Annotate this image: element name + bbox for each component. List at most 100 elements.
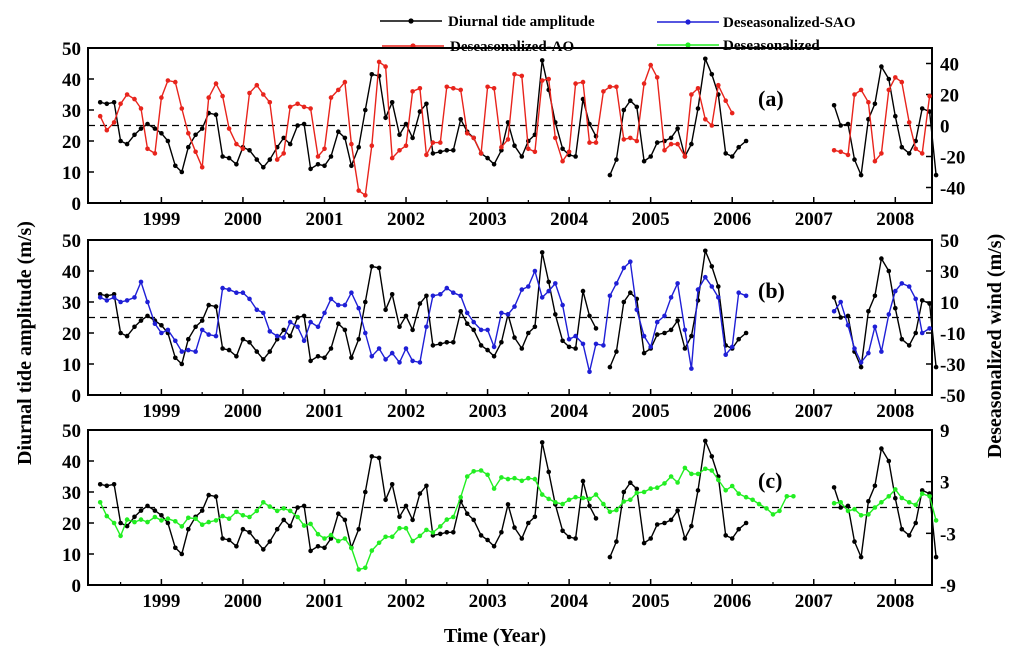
series-line [609, 56, 747, 176]
data-point [628, 497, 633, 503]
x-tick-label: 2004 [550, 209, 589, 230]
data-point [315, 162, 321, 167]
data-point [485, 155, 490, 161]
data-point [580, 79, 586, 85]
data-point [186, 347, 191, 353]
legend: Diurnal tide amplitudeDeseasonalized-AOD… [380, 14, 856, 55]
data-point [505, 137, 511, 142]
data-point [295, 514, 300, 520]
data-point [491, 544, 497, 549]
data-point [607, 293, 613, 299]
data-point [397, 525, 402, 531]
data-point [927, 494, 932, 499]
data-point [919, 491, 925, 497]
data-point [641, 489, 647, 495]
left-tick-label: 40 [62, 70, 81, 91]
data-point [614, 84, 619, 90]
data-point [104, 101, 110, 107]
data-point [743, 520, 749, 526]
data-point [295, 101, 300, 107]
data-point [206, 95, 211, 100]
data-point [682, 346, 688, 351]
data-point [927, 326, 932, 331]
x-tick-label: 2000 [224, 591, 262, 612]
data-point [872, 505, 878, 510]
data-point [328, 154, 334, 159]
data-point [301, 104, 307, 110]
data-point [858, 87, 864, 93]
data-point [322, 536, 327, 541]
series-line [100, 60, 597, 174]
data-point [430, 530, 436, 535]
data-point [213, 518, 219, 523]
data-point [512, 304, 517, 309]
data-point [621, 489, 627, 495]
data-point [152, 126, 158, 131]
data-point [546, 496, 551, 502]
data-point [546, 76, 551, 82]
data-point [736, 336, 741, 342]
x-tick-label: 2004 [550, 401, 589, 422]
data-point [173, 519, 178, 524]
data-point [695, 86, 701, 91]
left-axis-title: Diurnal tide amplitude (m/s) [14, 221, 36, 465]
data-point [560, 158, 565, 164]
data-point [464, 474, 470, 479]
x-tick-label: 2001 [305, 401, 343, 422]
data-point [132, 132, 137, 138]
data-point [247, 340, 252, 345]
data-point [173, 545, 178, 551]
data-point [132, 295, 137, 300]
data-point [580, 478, 586, 484]
data-point [709, 72, 715, 77]
data-point [193, 149, 198, 155]
data-point [206, 332, 211, 337]
data-point [505, 312, 511, 317]
data-point [145, 313, 150, 319]
x-tick-label: 2002 [387, 591, 425, 612]
data-point [519, 154, 525, 159]
data-point [893, 288, 898, 294]
data-point [179, 106, 185, 111]
data-point [621, 137, 627, 142]
data-point [267, 329, 273, 334]
data-point [186, 515, 191, 521]
data-point [417, 109, 423, 114]
data-point [234, 290, 239, 296]
data-point [308, 166, 313, 172]
data-point [376, 346, 382, 351]
data-point [526, 520, 531, 526]
x-tick-label: 2005 [632, 401, 670, 422]
data-point [566, 149, 572, 155]
data-point [838, 505, 843, 510]
data-point [424, 483, 429, 489]
data-point [308, 548, 313, 554]
data-point [315, 324, 321, 330]
data-point [532, 324, 538, 330]
data-point [689, 141, 694, 147]
data-point [199, 126, 205, 131]
data-point [417, 533, 423, 539]
data-point [845, 503, 851, 509]
data-point [485, 327, 490, 333]
data-point [111, 295, 117, 300]
data-point [668, 474, 674, 479]
data-point [852, 157, 857, 162]
data-point [363, 330, 368, 336]
x-tick-label: 2008 [876, 209, 914, 230]
data-point [430, 140, 436, 145]
data-point [254, 508, 260, 514]
data-point [729, 483, 735, 489]
data-point [254, 349, 260, 354]
data-point [444, 148, 450, 153]
data-point [179, 551, 185, 557]
data-point [648, 536, 653, 541]
data-point [573, 536, 578, 541]
data-point [539, 78, 545, 83]
data-point [607, 364, 613, 370]
data-point [159, 95, 164, 100]
data-point [132, 514, 137, 520]
data-point [104, 293, 110, 299]
data-point [919, 106, 925, 111]
data-point [532, 268, 538, 274]
